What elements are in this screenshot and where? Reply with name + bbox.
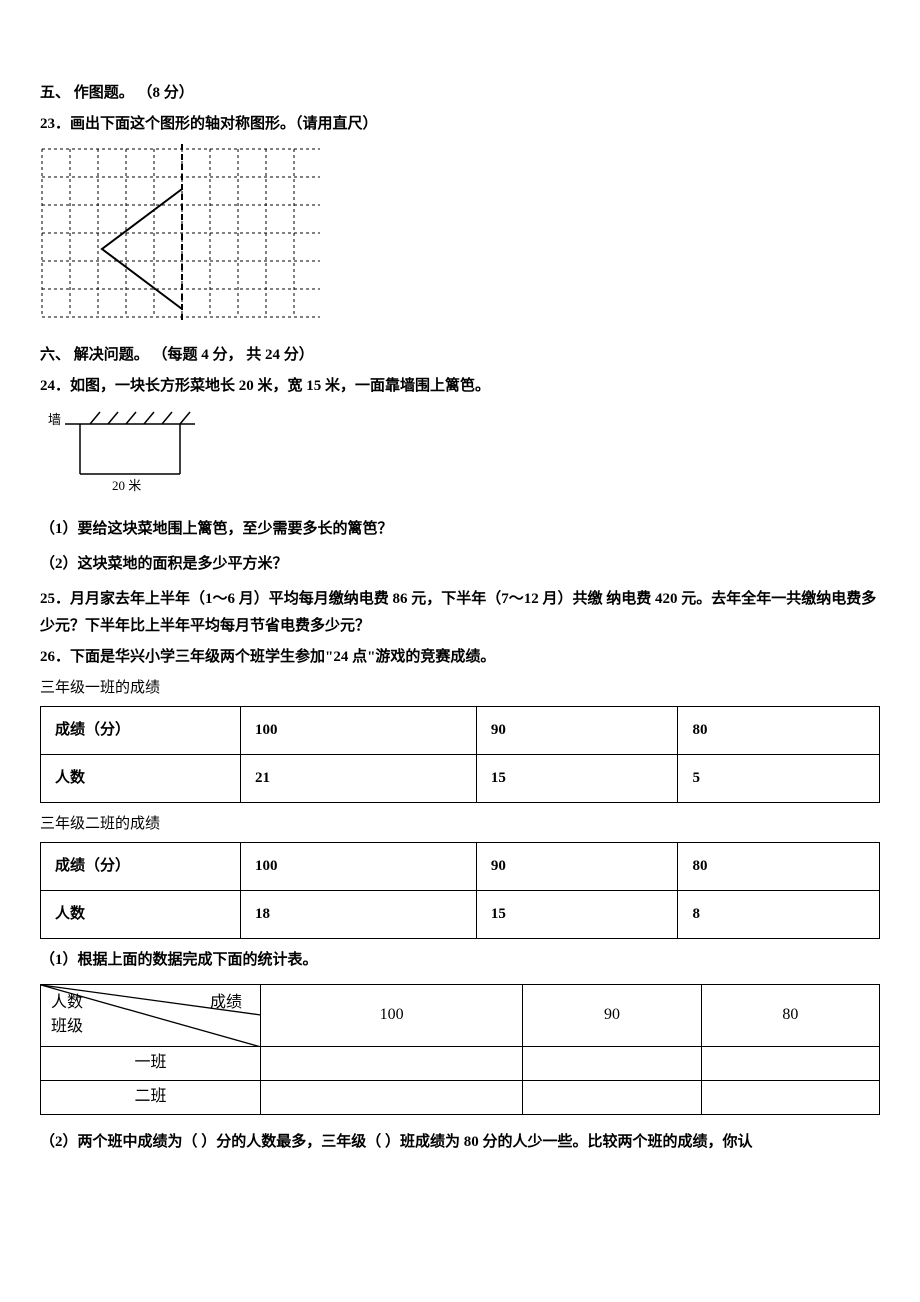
svg-text:墙: 墙: [48, 412, 61, 427]
class2-label: 三年级二班的成绩: [40, 811, 880, 838]
cell: 80: [678, 707, 880, 755]
stat-col-header: 80: [701, 985, 879, 1047]
class2-table: 成绩（分） 100 90 80 人数 18 15 8: [40, 842, 880, 939]
class1-label: 三年级一班的成绩: [40, 675, 880, 702]
diag-label-top-right: 成绩: [210, 989, 242, 1018]
table-row: 人数 成绩 班级 100 90 80: [41, 985, 880, 1047]
cell: 100: [241, 843, 477, 891]
stat-cell: [523, 1047, 701, 1081]
q26-text: 26．下面是华兴小学三年级两个班学生参加"24 点"游戏的竞赛成绩。: [40, 644, 880, 671]
stat-table: 人数 成绩 班级 100 90 80 一班 二班: [40, 984, 880, 1115]
cell-score-header: 成绩（分）: [41, 843, 241, 891]
stat-row-header: 二班: [41, 1081, 261, 1115]
stat-cell: [701, 1081, 879, 1115]
cell-count-header: 人数: [41, 755, 241, 803]
cell-count-header: 人数: [41, 891, 241, 939]
table-row: 成绩（分） 100 90 80: [41, 843, 880, 891]
diag-cell: 人数 成绩 班级: [41, 985, 261, 1047]
grid-svg: [40, 144, 320, 324]
stat-col-header: 90: [523, 985, 701, 1047]
stat-cell: [261, 1047, 523, 1081]
cell-score-header: 成绩（分）: [41, 707, 241, 755]
diag-label-bot-left: 班级: [51, 1013, 83, 1042]
cell: 15: [476, 755, 678, 803]
wall-svg: 墙 20 米: [40, 406, 200, 496]
table-row: 一班: [41, 1047, 880, 1081]
q24-sub1: （1）要给这块菜地围上篱笆，至少需要多长的篱笆？: [40, 516, 880, 543]
cell: 90: [476, 843, 678, 891]
cell: 90: [476, 707, 678, 755]
q23-text: 23．画出下面这个图形的轴对称图形。（请用直尺）: [40, 111, 880, 138]
table-row: 二班: [41, 1081, 880, 1115]
table-row: 人数 18 15 8: [41, 891, 880, 939]
stat-col-header: 100: [261, 985, 523, 1047]
class1-table: 成绩（分） 100 90 80 人数 21 15 5: [40, 706, 880, 803]
table-row: 成绩（分） 100 90 80: [41, 707, 880, 755]
cell: 8: [678, 891, 880, 939]
stat-row-header: 一班: [41, 1047, 261, 1081]
cell: 21: [241, 755, 477, 803]
stat-cell: [523, 1081, 701, 1115]
q23-grid-figure: [40, 144, 880, 334]
q24-sub2: （2）这块菜地的面积是多少平方米？: [40, 551, 880, 578]
cell: 5: [678, 755, 880, 803]
q24-wall-figure: 墙 20 米: [40, 406, 880, 506]
q26-sub1: （1）根据上面的数据完成下面的统计表。: [40, 947, 880, 974]
cell: 100: [241, 707, 477, 755]
q24-text: 24．如图，一块长方形菜地长 20 米，宽 15 米，一面靠墙围上篱笆。: [40, 373, 880, 400]
cell: 80: [678, 843, 880, 891]
q25-text: 25．月月家去年上半年（1～6 月）平均每月缴纳电费 86 元，下半年（7～12…: [40, 586, 880, 640]
cell: 15: [476, 891, 678, 939]
stat-cell: [261, 1081, 523, 1115]
table-row: 人数 21 15 5: [41, 755, 880, 803]
section5-title: 五、 作图题。 （8 分）: [40, 80, 880, 107]
cell: 18: [241, 891, 477, 939]
section6-title: 六、 解决问题。 （每题 4 分， 共 24 分）: [40, 342, 880, 369]
q26-sub2: （2）两个班中成绩为（ ）分的人数最多，三年级（ ）班成绩为 80 分的人少一些…: [40, 1129, 880, 1156]
svg-text:20 米: 20 米: [112, 478, 141, 493]
stat-cell: [701, 1047, 879, 1081]
